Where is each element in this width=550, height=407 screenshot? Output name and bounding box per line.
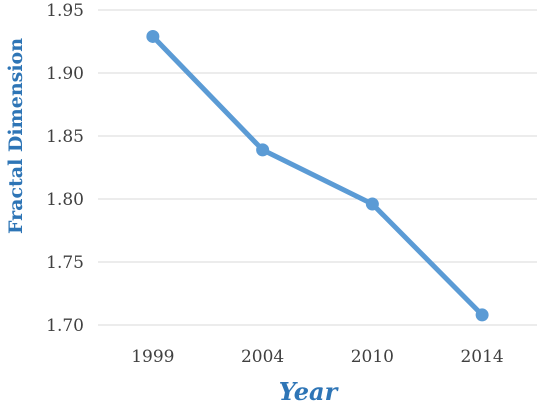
x-tick-label: 2010 — [351, 347, 394, 367]
y-tick-label: 1.80 — [46, 190, 84, 210]
series-line — [150, 33, 485, 318]
x-axis-tick-labels: 1999 2004 2010 2014 — [131, 347, 504, 367]
data-point-2014 — [475, 308, 489, 322]
data-point-2010 — [365, 197, 379, 211]
x-axis-title: Year — [279, 377, 340, 406]
y-tick-label: 1.95 — [46, 1, 84, 21]
y-tick-label: 1.90 — [46, 64, 84, 84]
y-axis-tick-labels: 1.70 1.75 1.80 1.85 1.90 1.95 — [46, 1, 84, 336]
x-tick-label: 1999 — [131, 347, 174, 367]
y-tick-label: 1.70 — [46, 316, 84, 336]
y-axis-title: Fractal Dimension — [5, 38, 27, 234]
x-tick-label: 2004 — [241, 347, 284, 367]
data-point-1999 — [146, 29, 160, 43]
series-group — [146, 29, 489, 322]
x-tick-label: 2014 — [460, 347, 503, 367]
gridlines — [98, 9, 537, 326]
y-tick-label: 1.85 — [46, 127, 84, 147]
data-point-2004 — [256, 143, 270, 157]
y-tick-label: 1.75 — [46, 253, 84, 273]
